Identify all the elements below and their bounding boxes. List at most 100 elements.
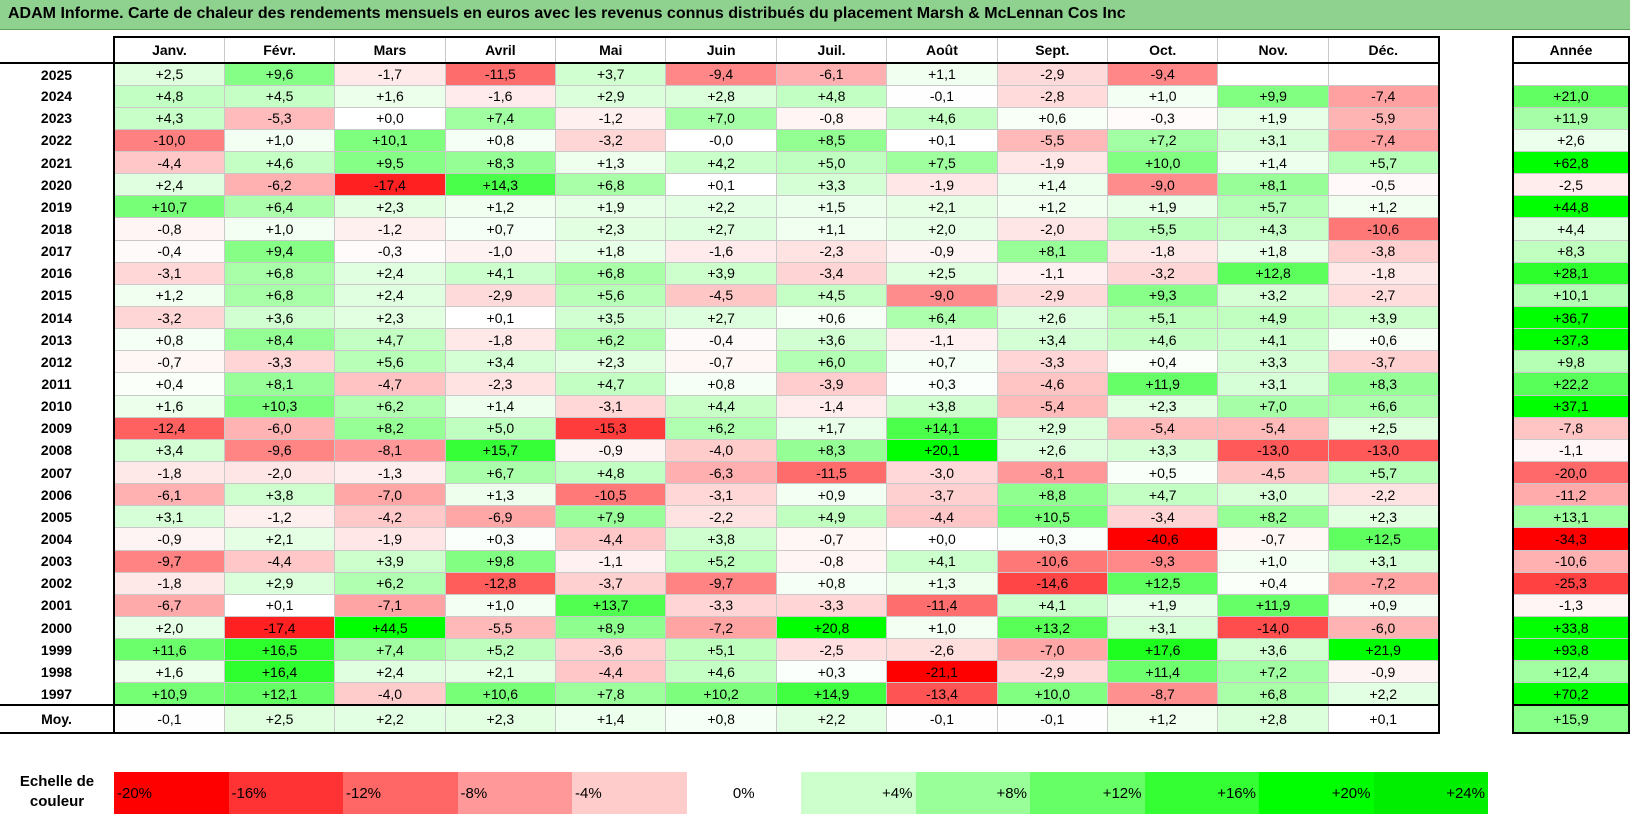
- year-label: 2012: [40, 353, 73, 370]
- heatmap-cell: [1217, 62, 1329, 86]
- heatmap-cell: +2,9: [555, 84, 667, 108]
- year-label: 2004: [40, 531, 73, 548]
- heatmap-cell: -2,6: [886, 638, 998, 662]
- heatmap-cell: +4,6: [223, 151, 336, 175]
- heatmap-cell: -4,0: [334, 682, 446, 707]
- month-header: Juil.: [775, 36, 888, 64]
- year-label: 1997: [40, 685, 73, 702]
- year-label: 2001: [40, 597, 73, 614]
- heatmap-cell: +8,3: [444, 151, 557, 175]
- heatmap-cell: -15,3: [555, 416, 667, 440]
- heatmap-cell: +6,0: [775, 350, 888, 374]
- heatmap-cell: +1,9: [1217, 106, 1329, 130]
- heatmap-cell: +11,9: [1107, 372, 1219, 396]
- heatmap-cell: +3,9: [1327, 306, 1440, 330]
- average-cell: -0,1: [886, 704, 998, 735]
- heatmap-cell: +1,4: [996, 173, 1109, 197]
- heatmap-cell: -4,4: [223, 549, 336, 573]
- annee-cell: +2,6: [1512, 128, 1630, 153]
- heatmap-cell: +2,1: [223, 527, 336, 551]
- heatmap-cell: -3,2: [555, 128, 667, 153]
- heatmap-cell: +7,2: [1107, 128, 1219, 153]
- heatmap-cell: +1,4: [1217, 151, 1329, 175]
- heatmap-cell: -12,8: [444, 571, 557, 595]
- heatmap-table: Janv. Févr. Mars Avril Mai Juin Juil. Août Sept.…: [0, 36, 1440, 735]
- heatmap-cell: -13,4: [886, 682, 998, 707]
- heatmap-cell: -2,5: [775, 638, 888, 662]
- legend-title: Echelle de couleur: [19, 773, 95, 810]
- heatmap-cell: +1,3: [886, 571, 998, 595]
- heatmap-cell: +3,6: [1217, 638, 1329, 662]
- heatmap-cell: -0,7: [775, 527, 888, 551]
- heatmap-cell: -1,8: [1107, 239, 1219, 263]
- heatmap-cell: -2,3: [444, 372, 557, 396]
- heatmap-cell: +4,7: [334, 328, 446, 352]
- heatmap-cell: +1,5: [775, 195, 888, 219]
- heatmap-cell: +1,9: [1107, 195, 1219, 219]
- heatmap-cell: +4,6: [665, 660, 777, 684]
- heatmap-cell: +2,6: [996, 438, 1109, 463]
- heatmap-cell: -1,2: [555, 106, 667, 130]
- annee-cell: -34,3: [1512, 527, 1630, 551]
- heatmap-cell: -5,4: [1217, 416, 1329, 440]
- heatmap-cell: -2,2: [665, 505, 777, 529]
- page-title: ADAM Informe. Carte de chaleur des rende…: [8, 5, 1126, 22]
- heatmap-cell: +8,1: [996, 239, 1109, 263]
- heatmap-cell: +8,2: [1217, 505, 1329, 529]
- heatmap-cell: +2,7: [665, 306, 777, 330]
- heatmap-cell: +10,0: [996, 682, 1109, 707]
- heatmap-cell: +1,3: [555, 151, 667, 175]
- month-header: Août: [886, 36, 998, 64]
- heatmap-cell: -1,9: [334, 527, 446, 551]
- heatmap-cell: -4,4: [112, 151, 225, 175]
- month-header: Avril: [444, 36, 557, 64]
- annee-cell: +13,1: [1512, 505, 1630, 529]
- average-cell: +1,4: [555, 704, 667, 735]
- heatmap-cell: +16,4: [223, 660, 336, 684]
- heatmap-cell: +7,8: [555, 682, 667, 707]
- heatmap-cell: -3,7: [886, 483, 998, 507]
- heatmap-cell: +13,7: [555, 593, 667, 618]
- heatmap-cell: +7,0: [1217, 394, 1329, 418]
- heatmap-cell: +14,1: [886, 416, 998, 440]
- heatmap-cell: +3,1: [1217, 372, 1329, 396]
- heatmap-cell: -3,1: [112, 261, 225, 285]
- heatmap-cell: -0,0: [665, 128, 777, 153]
- annee-cell: -11,2: [1512, 483, 1630, 507]
- heatmap-cell: -7,2: [665, 616, 777, 640]
- heatmap-cell: -21,1: [886, 660, 998, 684]
- annee-cell: +93,8: [1512, 638, 1630, 662]
- heatmap-cell: +2,4: [112, 173, 225, 197]
- average-cell: +2,2: [775, 704, 888, 735]
- heatmap-cell: +1,8: [1217, 239, 1329, 263]
- month-header: Déc.: [1327, 36, 1440, 64]
- heatmap-cell: -7,4: [1327, 84, 1440, 108]
- heatmap-cell: -1,3: [334, 461, 446, 485]
- heatmap-cell: -3,4: [775, 261, 888, 285]
- average-cell: +2,2: [334, 704, 446, 735]
- heatmap-cell: +9,3: [1107, 283, 1219, 308]
- heatmap-cell: +8,9: [555, 616, 667, 640]
- heatmap-cell: +11,9: [1217, 593, 1329, 618]
- heatmap-cell: -3,3: [775, 593, 888, 618]
- heatmap-cell: +3,3: [1217, 350, 1329, 374]
- heatmap-cell: -2,9: [996, 283, 1109, 308]
- heatmap-cell: +2,8: [665, 84, 777, 108]
- heatmap-cell: -0,1: [886, 84, 998, 108]
- annee-cell: +21,0: [1512, 84, 1630, 108]
- heatmap-cell: +3,8: [886, 394, 998, 418]
- heatmap-cell: +1,3: [444, 483, 557, 507]
- heatmap-cell: -0,7: [112, 350, 225, 374]
- heatmap-cell: +0,3: [444, 527, 557, 551]
- heatmap-cell: +10,6: [444, 682, 557, 707]
- heatmap-cell: +2,2: [1327, 682, 1440, 707]
- year-label: 2019: [40, 198, 73, 215]
- heatmap-cell: -4,0: [665, 438, 777, 463]
- heatmap-cell: -11,4: [886, 593, 998, 618]
- heatmap-cell: -3,3: [665, 593, 777, 618]
- heatmap-cell: -9,3: [1107, 549, 1219, 573]
- heatmap-cell: -4,4: [555, 527, 667, 551]
- heatmap-cell: +8,5: [775, 128, 888, 153]
- heatmap-cell: +0,3: [886, 372, 998, 396]
- heatmap-cell: +7,0: [665, 106, 777, 130]
